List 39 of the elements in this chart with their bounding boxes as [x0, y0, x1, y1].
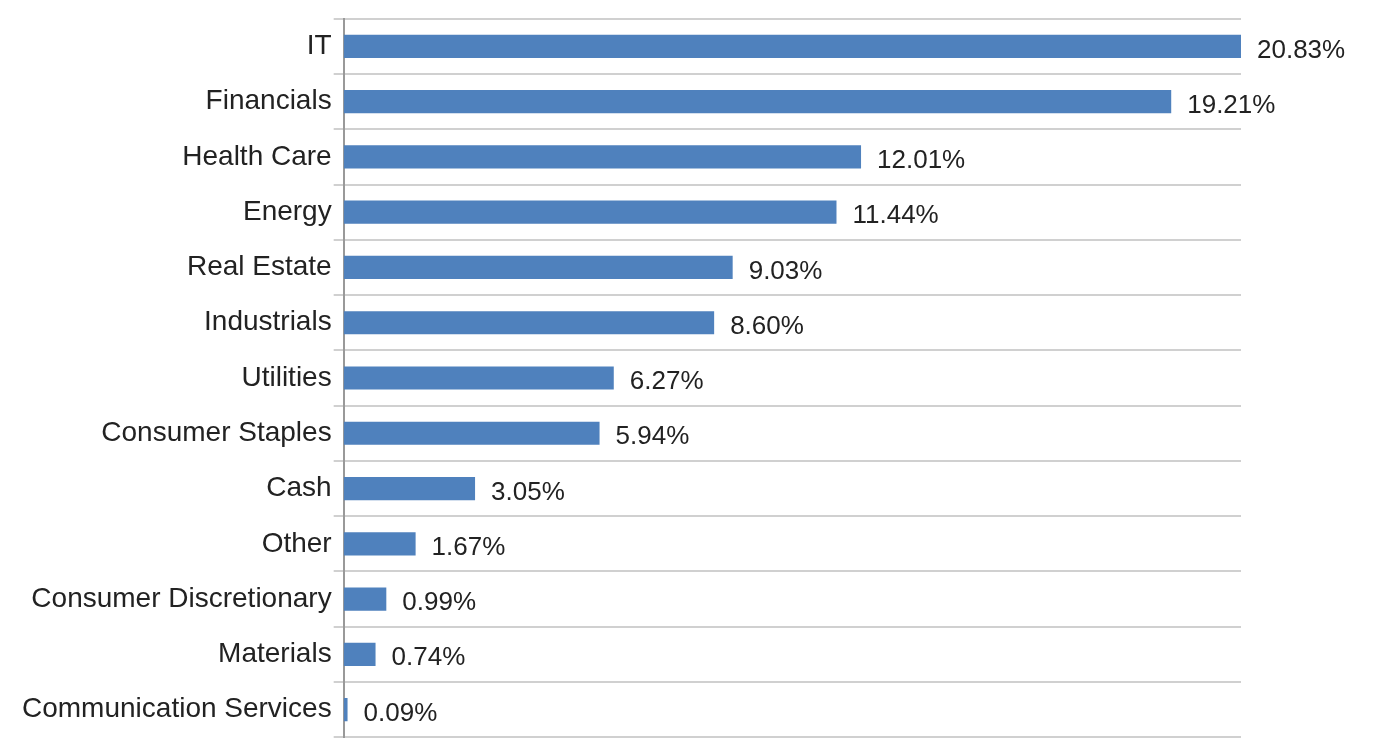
y-tick-label: Financials [205, 84, 332, 116]
data-label: 1.67% [431, 530, 506, 561]
data-label: 20.83% [1257, 33, 1346, 64]
y-tick-label: Industrials [204, 305, 332, 337]
bar [343, 421, 600, 445]
data-label: 0.09% [363, 696, 438, 727]
data-label: 12.01% [877, 144, 966, 175]
bar [343, 200, 837, 224]
y-tick-label: Utilities [241, 360, 332, 392]
y-tick-label: Other [261, 526, 332, 558]
bar [343, 587, 387, 611]
data-label: 0.74% [391, 641, 466, 672]
bar [343, 366, 614, 390]
data-label: 6.27% [629, 365, 704, 396]
data-label: 8.60% [730, 309, 804, 340]
y-tick-label: Materials [218, 637, 332, 669]
bar [343, 34, 1241, 59]
bar [343, 642, 376, 666]
bar [343, 311, 715, 335]
bar [343, 532, 416, 556]
data-label: 3.05% [491, 475, 565, 506]
bar [343, 476, 476, 501]
data-label: 11.44% [852, 199, 939, 230]
y-tick-label: Energy [242, 194, 332, 226]
y-tick-label: IT [306, 29, 332, 61]
y-tick-label: Health Care [182, 139, 332, 171]
bar [343, 697, 348, 722]
bar [343, 90, 1172, 114]
y-tick-label: Consumer Staples [101, 415, 332, 447]
y-tick-label: Cash [266, 471, 332, 503]
y-tick-label: Real Estate [186, 250, 332, 282]
data-label: 9.03% [748, 254, 823, 285]
data-label: 0.99% [402, 586, 477, 617]
y-tick-label: Communication Services [22, 692, 332, 724]
data-label: 5.94% [615, 420, 690, 451]
bar [343, 255, 733, 280]
data-label: 19.21% [1187, 88, 1276, 119]
bar [343, 145, 862, 169]
y-tick-label: Consumer Discretionary [31, 581, 332, 613]
